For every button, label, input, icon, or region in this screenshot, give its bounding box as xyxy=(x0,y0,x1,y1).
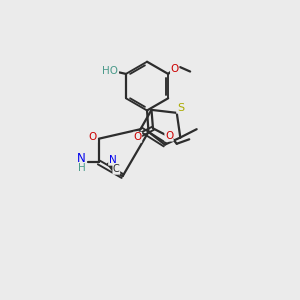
Text: O: O xyxy=(165,131,173,141)
Text: H: H xyxy=(78,163,86,173)
Text: S: S xyxy=(177,103,184,113)
Text: N: N xyxy=(77,152,86,165)
Text: N: N xyxy=(109,155,116,165)
Text: O: O xyxy=(89,132,97,142)
Text: HO: HO xyxy=(103,66,118,76)
Text: C: C xyxy=(113,164,120,174)
Text: N: N xyxy=(77,154,86,164)
Text: O: O xyxy=(134,132,142,142)
Text: O: O xyxy=(170,64,179,74)
Text: H: H xyxy=(78,162,86,172)
